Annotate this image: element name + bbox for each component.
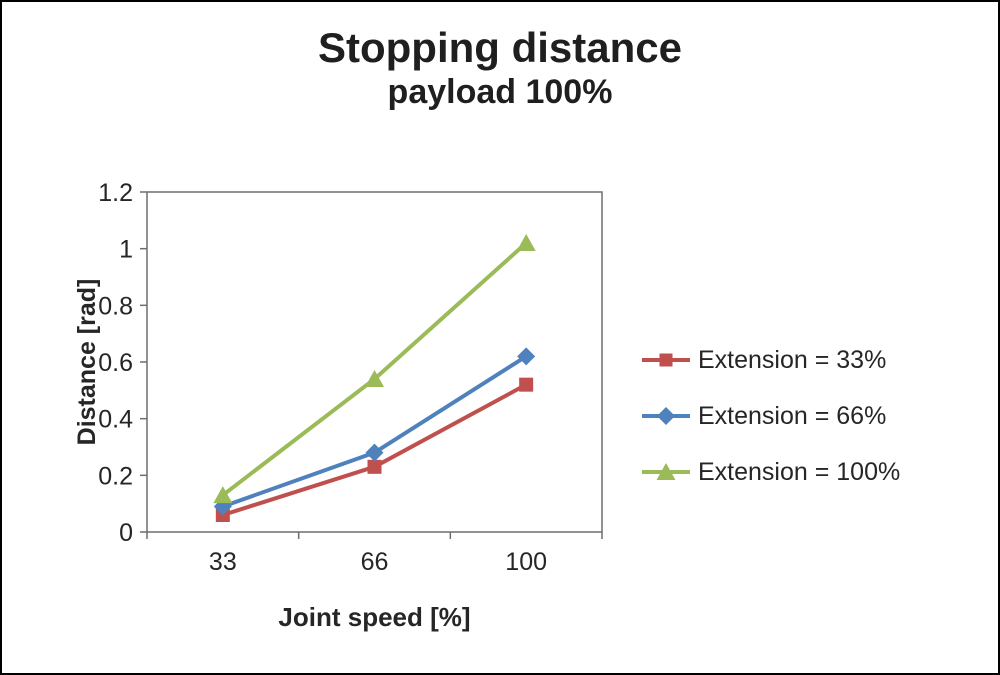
legend-item-extension-33: Extension = 33% [642, 340, 900, 380]
x-axis-title: Joint speed [%] [278, 602, 471, 632]
legend-label: Extension = 66% [698, 401, 887, 430]
legend-label: Extension = 33% [698, 345, 887, 374]
y-tick-label: 0.4 [98, 406, 133, 434]
triangle-marker-icon [213, 486, 233, 504]
x-tick-label: 33 [209, 548, 237, 576]
legend-marker-diamond-icon [642, 407, 690, 425]
title-block: Stopping distance payload 100% [2, 24, 998, 113]
plot-area: 0 0.2 0.4 0.6 0.8 1 1.2 33 66 100 [98, 179, 603, 576]
triangle-marker-icon [656, 463, 676, 480]
square-marker-icon [519, 377, 534, 392]
legend-marker-triangle-icon [642, 463, 690, 480]
y-tick-label: 1 [119, 236, 133, 264]
y-tick-label: 0 [119, 519, 133, 547]
y-tick-label: 0.8 [98, 292, 133, 320]
legend-item-extension-66: Extension = 66% [642, 396, 900, 436]
y-tick-label: 0.6 [98, 349, 133, 377]
triangle-marker-icon [365, 370, 384, 387]
x-tick-label: 100 [505, 548, 547, 576]
plot-border [146, 191, 603, 533]
legend-item-extension-100: Extension = 100% [642, 452, 900, 492]
legend: Extension = 33% Extension = 66% Extensio… [642, 340, 900, 492]
y-tick-label: 0.2 [98, 462, 133, 490]
legend-label: Extension = 100% [698, 457, 901, 486]
chart-title: Stopping distance [317, 24, 682, 71]
legend-marker-square-icon [642, 353, 690, 367]
y-tick-label: 1.2 [98, 179, 133, 207]
diamond-marker-icon [365, 443, 384, 462]
square-marker-icon [367, 459, 382, 474]
x-tick-label: 66 [361, 548, 389, 576]
triangle-marker-icon [516, 234, 536, 251]
chart-subtitle: payload 100% [387, 73, 613, 112]
diamond-marker-icon [517, 347, 536, 366]
square-marker-icon [659, 353, 673, 367]
diamond-marker-icon [657, 407, 675, 425]
